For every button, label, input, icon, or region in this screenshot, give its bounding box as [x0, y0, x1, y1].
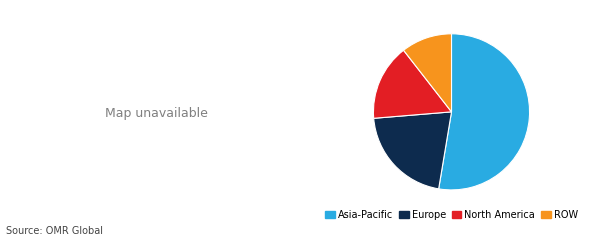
Wedge shape [373, 50, 452, 118]
Wedge shape [374, 112, 452, 189]
Title: Market Share (%): Market Share (%) [383, 0, 520, 1]
Wedge shape [439, 34, 530, 190]
Text: Source: OMR Global: Source: OMR Global [6, 226, 103, 236]
Wedge shape [403, 34, 452, 112]
Text: Map unavailable: Map unavailable [105, 107, 208, 119]
Legend: Asia-Pacific, Europe, North America, ROW: Asia-Pacific, Europe, North America, ROW [321, 206, 582, 224]
